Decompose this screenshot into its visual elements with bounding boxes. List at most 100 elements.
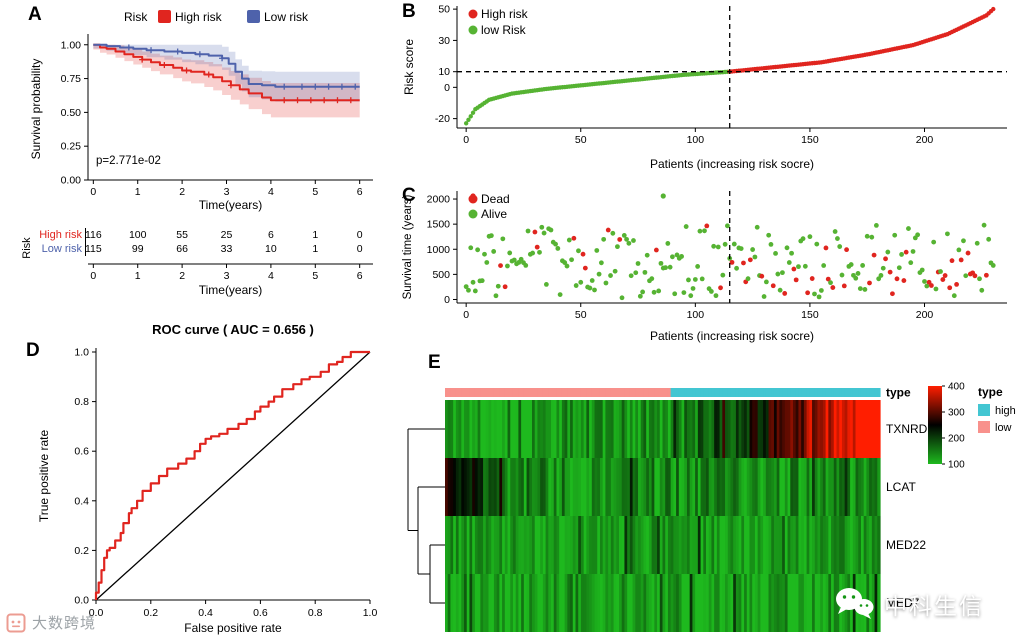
svg-text:0: 0 — [444, 82, 450, 94]
svg-text:1.0: 1.0 — [74, 347, 89, 359]
svg-text:MED7: MED7 — [886, 596, 920, 610]
svg-text:Survival time (years): Survival time (years) — [402, 194, 414, 299]
svg-text:400: 400 — [948, 382, 965, 393]
dashukuajing-logo-icon — [6, 613, 26, 632]
svg-text:200: 200 — [916, 309, 934, 321]
svg-text:0.0: 0.0 — [74, 595, 89, 607]
watermark-right-text: 中科生信 — [884, 593, 984, 619]
svg-text:Time(years): Time(years) — [199, 283, 263, 297]
svg-text:2000: 2000 — [427, 194, 451, 206]
svg-text:0.2: 0.2 — [74, 545, 89, 557]
svg-text:-20: -20 — [435, 113, 450, 125]
watermark-left: 大数跨境 — [6, 612, 96, 633]
svg-text:Low risk: Low risk — [42, 243, 83, 255]
svg-text:1: 1 — [312, 229, 318, 241]
svg-text:0.50: 0.50 — [61, 107, 82, 119]
svg-text:0: 0 — [90, 186, 96, 198]
svg-text:0: 0 — [444, 294, 450, 306]
svg-text:Dead: Dead — [481, 192, 510, 206]
svg-text:Survival probability: Survival probability — [29, 59, 43, 160]
svg-text:1: 1 — [312, 243, 318, 255]
svg-text:50: 50 — [575, 309, 587, 321]
svg-text:high: high — [995, 405, 1016, 417]
svg-text:0.2: 0.2 — [143, 607, 158, 619]
svg-text:150: 150 — [801, 309, 819, 321]
svg-text:0.4: 0.4 — [198, 607, 213, 619]
svg-text:5: 5 — [312, 270, 318, 282]
svg-text:1000: 1000 — [427, 244, 451, 256]
svg-text:6: 6 — [357, 270, 363, 282]
watermark-right: 中科生信 — [834, 586, 984, 622]
svg-text:Alive: Alive — [481, 207, 507, 221]
svg-text:LCAT: LCAT — [886, 480, 916, 494]
svg-text:0.4: 0.4 — [74, 495, 89, 507]
svg-text:0: 0 — [463, 134, 469, 146]
panel-label-b: B — [402, 1, 416, 22]
svg-text:0: 0 — [357, 243, 363, 255]
km-survival-plot: Risk High risk Low risk 0.00 0.25 0.50 0.75 1.0… — [21, 10, 373, 297]
roc-curve-plot: ROC curve ( AUC = 0.656 ) 0.0 0.2 0.4 0.6 0.8… — [37, 322, 378, 635]
svg-text:300: 300 — [948, 408, 965, 419]
svg-text:100: 100 — [687, 309, 705, 321]
svg-text:1.0: 1.0 — [363, 607, 378, 619]
svg-text:TXNRD1: TXNRD1 — [886, 422, 934, 436]
svg-text:MED22: MED22 — [886, 538, 926, 552]
svg-text:2: 2 — [179, 270, 185, 282]
svg-text:200: 200 — [916, 134, 934, 146]
svg-text:55: 55 — [176, 229, 188, 241]
svg-text:0.6: 0.6 — [253, 607, 268, 619]
svg-text:10: 10 — [438, 66, 450, 78]
svg-text:500: 500 — [432, 269, 450, 281]
svg-text:Time(years): Time(years) — [199, 198, 263, 212]
svg-text:99: 99 — [132, 243, 144, 255]
svg-text:type: type — [978, 385, 1003, 399]
svg-text:ROC curve ( AUC = 0.656 ): ROC curve ( AUC = 0.656 ) — [152, 322, 314, 337]
svg-text:100: 100 — [948, 460, 965, 471]
svg-text:6: 6 — [268, 229, 274, 241]
svg-text:0.25: 0.25 — [61, 141, 82, 153]
svg-text:0: 0 — [463, 309, 469, 321]
panel-label-c: C — [402, 185, 416, 206]
svg-text:low: low — [995, 422, 1012, 434]
svg-text:25: 25 — [221, 229, 233, 241]
svg-text:4: 4 — [268, 270, 274, 282]
panel-label-e: E — [428, 352, 441, 373]
svg-text:0.6: 0.6 — [74, 446, 89, 458]
svg-text:0.00: 0.00 — [61, 175, 82, 187]
svg-text:False positive rate: False positive rate — [184, 621, 282, 635]
svg-text:1.00: 1.00 — [61, 39, 82, 51]
svg-text:2: 2 — [179, 186, 185, 198]
svg-text:10: 10 — [265, 243, 277, 255]
svg-text:p=2.771e-02: p=2.771e-02 — [96, 155, 161, 167]
svg-text:0.0: 0.0 — [89, 607, 104, 619]
svg-text:1: 1 — [135, 186, 141, 198]
svg-text:High risk: High risk — [39, 229, 82, 241]
svg-text:High risk: High risk — [481, 7, 529, 21]
svg-text:type: type — [886, 386, 911, 400]
svg-text:3: 3 — [224, 186, 230, 198]
svg-text:Patients (increasing risk socr: Patients (increasing risk socre) — [650, 157, 814, 171]
svg-text:1500: 1500 — [427, 219, 451, 231]
svg-text:Risk: Risk — [124, 10, 148, 24]
svg-text:5: 5 — [312, 186, 318, 198]
svg-text:Low risk: Low risk — [264, 10, 309, 24]
svg-text:6: 6 — [357, 186, 363, 198]
svg-text:low Risk: low Risk — [481, 23, 527, 37]
svg-text:3: 3 — [224, 270, 230, 282]
svg-text:50: 50 — [438, 4, 450, 16]
svg-text:Risk score: Risk score — [402, 39, 416, 95]
panel-label-d: D — [26, 340, 40, 361]
svg-text:66: 66 — [176, 243, 188, 255]
svg-text:True positive rate: True positive rate — [37, 430, 51, 523]
svg-text:0: 0 — [357, 229, 363, 241]
risk-score-plot: -20 0 10 30 50 0 50 100 150 200 High risk low Risk P… — [402, 4, 1007, 171]
wechat-icon — [836, 588, 874, 619]
svg-text:200: 200 — [948, 434, 965, 445]
svg-text:0: 0 — [90, 270, 96, 282]
svg-text:150: 150 — [801, 134, 819, 146]
svg-text:116: 116 — [85, 229, 102, 241]
watermark-left-text: 大数跨境 — [32, 615, 97, 632]
svg-text:0.75: 0.75 — [61, 73, 82, 85]
